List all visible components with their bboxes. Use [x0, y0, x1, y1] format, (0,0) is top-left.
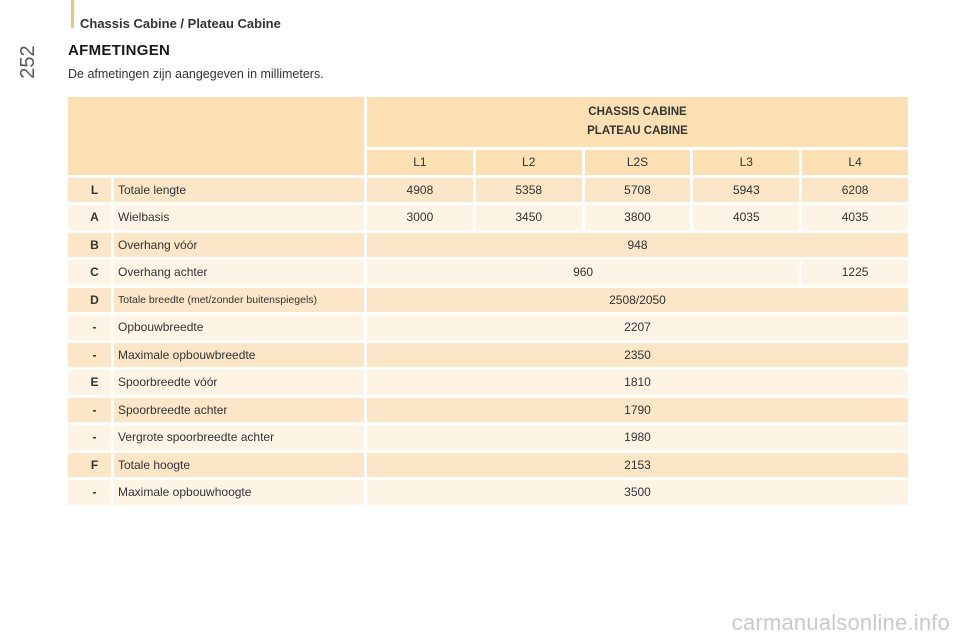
table-row: C Overhang achter 960 1225	[68, 260, 908, 285]
section-title: AFMETINGEN	[68, 42, 171, 59]
table-row: - Maximale opbouwhoogte 3500	[68, 480, 908, 505]
chapter-header: Chassis Cabine / Plateau Cabine	[80, 16, 281, 31]
cell-value: 1980	[367, 425, 908, 450]
row-code: -	[68, 425, 111, 450]
cell-value: 2207	[367, 315, 908, 340]
row-code: C	[68, 260, 111, 285]
row-code: -	[68, 480, 111, 505]
row-code: D	[68, 287, 111, 312]
row-label: Maximale opbouwhoogte	[114, 480, 364, 505]
column-header-l4: L4	[802, 150, 908, 175]
row-code: -	[68, 315, 111, 340]
row-label: Overhang vóór	[114, 232, 364, 257]
row-code: L	[68, 177, 111, 202]
row-label: Totale hoogte	[114, 452, 364, 477]
cell-value: 4908	[367, 177, 473, 202]
row-code: A	[68, 205, 111, 230]
row-label: Totale lengte	[114, 177, 364, 202]
table-row: B Overhang vóór 948	[68, 232, 908, 257]
column-header-l3: L3	[693, 150, 800, 175]
cell-value: 2350	[367, 342, 908, 367]
table-row: E Spoorbreedte vóór 1810	[68, 370, 908, 395]
cell-value: 960	[367, 260, 800, 285]
row-label: Spoorbreedte vóór	[114, 370, 364, 395]
table-row: - Maximale opbouwbreedte 2350	[68, 342, 908, 367]
cell-value: 3450	[475, 205, 582, 230]
cell-value: 5358	[475, 177, 582, 202]
table-row: - Vergrote spoorbreedte achter 1980	[68, 425, 908, 450]
header-accent-bar	[71, 0, 74, 28]
cell-value: 5708	[584, 177, 691, 202]
cell-value: 1810	[367, 370, 908, 395]
cell-value: 2153	[367, 452, 908, 477]
column-header-l1: L1	[367, 150, 473, 175]
cell-value: 3000	[367, 205, 473, 230]
dimensions-table: CHASSIS CABINE PLATEAU CABINE L1 L2 L2S …	[65, 94, 911, 508]
row-label: Vergrote spoorbreedte achter	[114, 425, 364, 450]
table-header-blank	[68, 97, 364, 175]
intro-text: De afmetingen zijn aangegeven in millime…	[68, 67, 324, 81]
cell-value: 1790	[367, 397, 908, 422]
group-header-line-2: PLATEAU CABINE	[587, 125, 688, 137]
watermark: carmanualsonline.info	[731, 610, 950, 635]
row-code: B	[68, 232, 111, 257]
row-code: -	[68, 342, 111, 367]
row-label: Overhang achter	[114, 260, 364, 285]
group-header-line-1: CHASSIS CABINE	[588, 106, 687, 118]
cell-value: 1225	[802, 260, 908, 285]
table-row: F Totale hoogte 2153	[68, 452, 908, 477]
cell-value: 6208	[802, 177, 908, 202]
cell-value: 4035	[693, 205, 800, 230]
cell-value: 948	[367, 232, 908, 257]
table-row: A Wielbasis 3000 3450 3800 4035 4035	[68, 205, 908, 230]
cell-value: 3800	[584, 205, 691, 230]
row-label: Wielbasis	[114, 205, 364, 230]
page-number: 252	[16, 45, 39, 79]
table-group-header: CHASSIS CABINE PLATEAU CABINE	[367, 97, 908, 147]
row-label: Maximale opbouwbreedte	[114, 342, 364, 367]
table-row: - Spoorbreedte achter 1790	[68, 397, 908, 422]
row-label: Spoorbreedte achter	[114, 397, 364, 422]
table-row: D Totale breedte (met/zonder buitenspieg…	[68, 287, 908, 312]
column-header-l2: L2	[475, 150, 582, 175]
row-code: E	[68, 370, 111, 395]
table-row: L Totale lengte 4908 5358 5708 5943 6208	[68, 177, 908, 202]
cell-value: 5943	[693, 177, 800, 202]
row-label: Totale breedte (met/zonder buitenspiegel…	[114, 287, 364, 312]
row-code: -	[68, 397, 111, 422]
cell-value: 2508/2050	[367, 287, 908, 312]
column-header-l2s: L2S	[584, 150, 691, 175]
row-code: F	[68, 452, 111, 477]
table-row: - Opbouwbreedte 2207	[68, 315, 908, 340]
cell-value: 3500	[367, 480, 908, 505]
row-label: Opbouwbreedte	[114, 315, 364, 340]
cell-value: 4035	[802, 205, 908, 230]
